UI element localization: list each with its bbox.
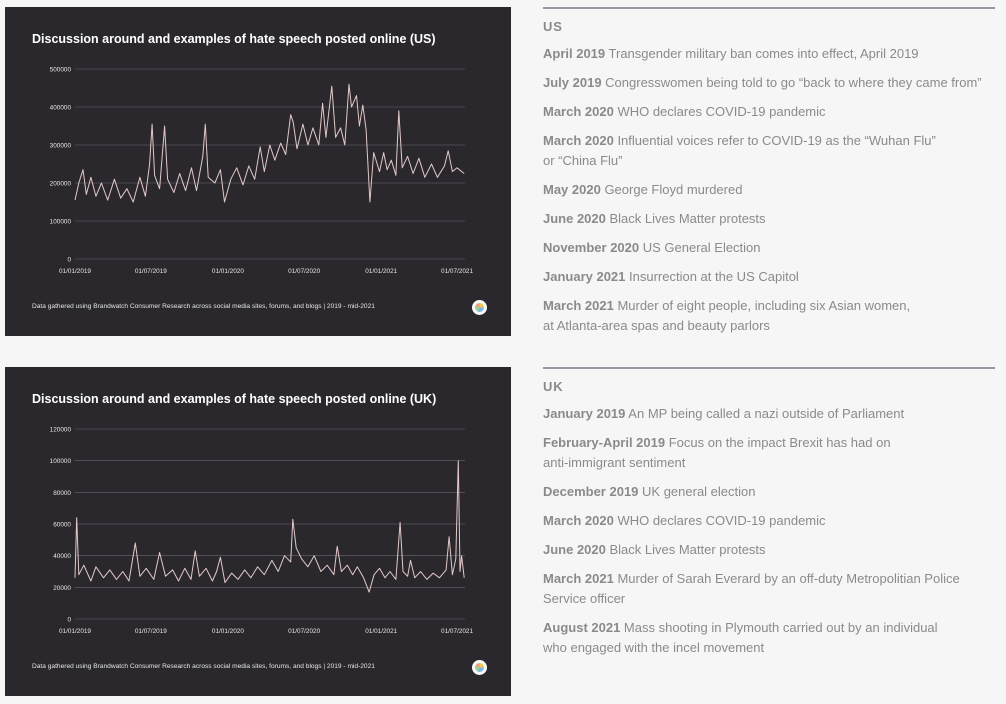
event-text: Insurrection at the US Capitol: [625, 269, 799, 284]
event-date: June 2020: [543, 542, 606, 557]
brand-logo-icon: [472, 300, 487, 315]
x-tick-label: 01/01/2020: [212, 628, 244, 635]
us-events: April 2019 Transgender military ban come…: [543, 44, 995, 336]
timeline-event: January 2021 Insurrection at the US Capi…: [543, 267, 995, 287]
us-chart-title: Discussion around and examples of hate s…: [32, 32, 436, 46]
event-date: March 2021: [543, 571, 614, 586]
event-text: Focus on the impact Brexit has had on: [665, 435, 891, 450]
event-text: Black Lives Matter protests: [605, 211, 766, 226]
x-tick-label: 01/01/2021: [365, 268, 397, 275]
event-text: UK general election: [638, 484, 756, 499]
event-date: June 2020: [543, 211, 606, 226]
timeline-event: January 2019 An MP being called a nazi o…: [543, 404, 995, 424]
uk-line-chart: 0 20000 40000 60000 80000 100000 120000 01/01/2…: [50, 427, 474, 636]
y-tick-label: 500000: [50, 67, 72, 74]
event-text: Influential voices refer to COVID-19 as …: [613, 133, 936, 148]
event-date: May 2020: [543, 182, 601, 197]
y-tick-label: 80000: [53, 490, 71, 497]
event-text: An MP being called a nazi outside of Par…: [625, 406, 905, 421]
event-text: WHO declares COVID-19 pandemic: [613, 513, 826, 528]
uk-chart-footnote: Data gathered using Brandwatch Consumer …: [32, 663, 375, 670]
y-tick-label: 200000: [50, 181, 72, 188]
brand-logo-icon: [472, 660, 487, 675]
timeline-event: July 2019 Congresswomen being told to go…: [543, 73, 995, 93]
y-tick-label: 0: [67, 617, 71, 624]
event-date: August 2021: [543, 620, 621, 635]
uk-events: January 2019 An MP being called a nazi o…: [543, 404, 995, 658]
timeline-event: April 2019 Transgender military ban come…: [543, 44, 995, 64]
event-date: March 2020: [543, 513, 614, 528]
y-tick-label: 20000: [53, 585, 71, 592]
y-tick-label: 40000: [53, 553, 71, 560]
event-date: February-April 2019: [543, 435, 666, 450]
timeline-event: June 2020 Black Lives Matter protests: [543, 540, 995, 560]
x-tick-label: 01/07/2020: [288, 628, 320, 635]
event-text: Murder of Sarah Everard by an off-duty M…: [613, 571, 960, 586]
x-tick-label: 01/01/2019: [59, 268, 91, 275]
y-tick-label: 100000: [50, 458, 72, 465]
x-tick-label: 01/01/2020: [212, 268, 244, 275]
timeline-event: March 2020 WHO declares COVID-19 pandemi…: [543, 511, 995, 531]
y-tick-label: 400000: [50, 105, 72, 112]
event-text: Murder of eight people, including six As…: [613, 298, 911, 313]
event-date: November 2020: [543, 240, 640, 255]
us-chart-panel: Discussion around and examples of hate s…: [5, 7, 511, 336]
timeline-event: March 2020 WHO declares COVID-19 pandemi…: [543, 102, 995, 122]
us-events-list: US April 2019 Transgender military ban c…: [543, 7, 995, 336]
uk-section-heading: UK: [543, 379, 564, 394]
timeline-event: May 2020 George Floyd murdered: [543, 180, 995, 200]
event-text: Mass shooting in Plymouth carried out by…: [620, 620, 938, 635]
timeline-event: November 2020 US General Election: [543, 238, 995, 258]
event-text-continued: or “China Flu”: [543, 153, 623, 168]
event-date: March 2020: [543, 133, 614, 148]
y-tick-label: 100000: [50, 219, 72, 226]
event-text: Black Lives Matter protests: [605, 542, 766, 557]
x-tick-label: 01/01/2021: [365, 628, 397, 635]
timeline-event: March 2021 Murder of eight people, inclu…: [543, 296, 995, 336]
event-date: January 2021: [543, 269, 626, 284]
uk-chart-panel: Discussion around and examples of hate s…: [5, 367, 511, 696]
x-tick-label: 01/07/2019: [135, 268, 167, 275]
timeline-event: February-April 2019 Focus on the impact …: [543, 433, 995, 473]
event-date: January 2019: [543, 406, 626, 421]
timeline-event: June 2020 Black Lives Matter protests: [543, 209, 995, 229]
event-text: WHO declares COVID-19 pandemic: [613, 104, 826, 119]
us-section-heading: US: [543, 19, 563, 34]
uk-chart-title: Discussion around and examples of hate s…: [32, 392, 437, 406]
event-text-continued: anti-immigrant sentiment: [543, 455, 686, 470]
event-text: Transgender military ban comes into effe…: [605, 46, 919, 61]
event-date: March 2020: [543, 104, 614, 119]
x-tick-label: 01/07/2019: [135, 628, 167, 635]
y-tick-label: 0: [67, 257, 71, 264]
series-line: [74, 460, 465, 593]
event-date: December 2019: [543, 484, 639, 499]
event-text: Congresswomen being told to go “back to …: [601, 75, 982, 90]
timeline-event: August 2021 Mass shooting in Plymouth ca…: [543, 618, 995, 658]
timeline-event: December 2019 UK general election: [543, 482, 995, 502]
section-divider: [543, 7, 995, 9]
us-chart-footnote: Data gathered using Brandwatch Consumer …: [32, 303, 375, 310]
x-tick-label: 01/07/2020: [288, 268, 320, 275]
event-date: April 2019: [543, 46, 606, 61]
event-text: George Floyd murdered: [600, 182, 743, 197]
y-tick-label: 120000: [50, 427, 72, 434]
x-tick-label: 01/07/2021: [441, 628, 473, 635]
series-line: [74, 83, 465, 203]
x-tick-label: 01/01/2019: [59, 628, 91, 635]
section-divider: [543, 367, 995, 369]
uk-events-list: UK January 2019 An MP being called a naz…: [543, 367, 995, 658]
event-date: March 2021: [543, 298, 614, 313]
timeline-event: March 2021 Murder of Sarah Everard by an…: [543, 569, 995, 609]
event-text-continued: who engaged with the incel movement: [543, 640, 765, 655]
event-text-continued: at Atlanta-area spas and beauty parlors: [543, 318, 770, 333]
y-tick-label: 60000: [53, 522, 71, 529]
event-date: July 2019: [543, 75, 602, 90]
event-text-continued: Service officer: [543, 591, 626, 606]
x-tick-label: 01/07/2021: [441, 268, 473, 275]
event-text: US General Election: [639, 240, 761, 255]
us-line-chart: 0 100000 200000 300000 400000 500000 01/01/201…: [50, 67, 474, 276]
timeline-event: March 2020 Influential voices refer to C…: [543, 131, 995, 171]
y-tick-label: 300000: [50, 143, 72, 150]
